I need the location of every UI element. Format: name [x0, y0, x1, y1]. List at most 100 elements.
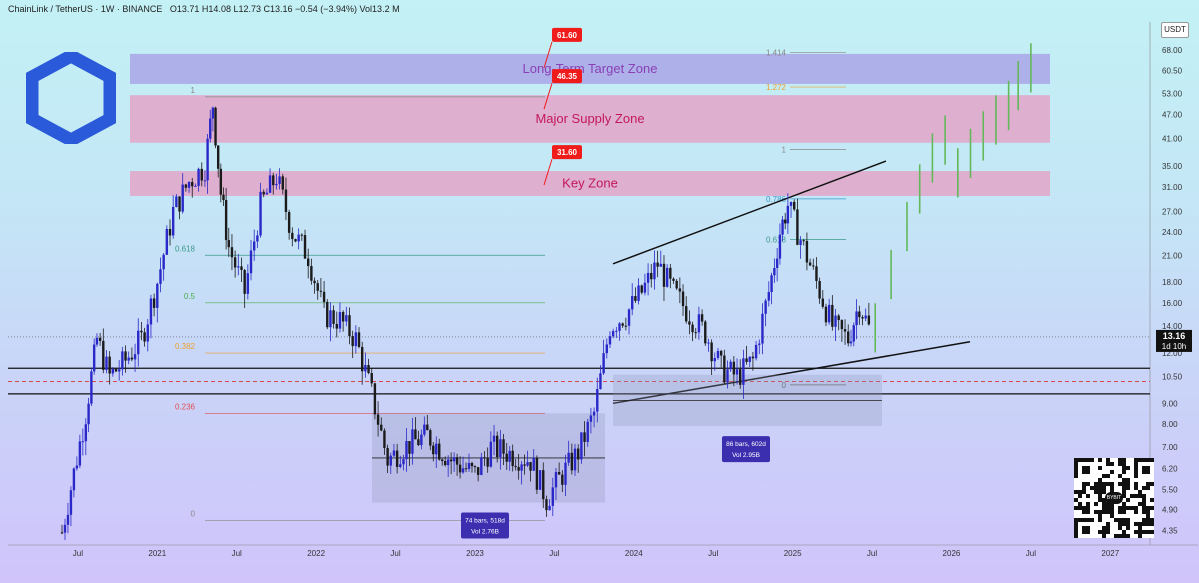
- candle-body: [402, 459, 405, 465]
- y-tick-label: 21.00: [1162, 251, 1183, 260]
- candle-body: [259, 191, 262, 236]
- candle-body: [297, 234, 300, 242]
- candle-body: [243, 270, 246, 294]
- candle-body: [165, 228, 169, 255]
- candle-body: [432, 445, 435, 455]
- candle-body: [156, 283, 159, 308]
- candle-body: [300, 234, 304, 236]
- candle-body: [341, 312, 345, 322]
- y-tick-label: 60.50: [1162, 66, 1183, 75]
- y-tick-label: 16.00: [1162, 299, 1183, 308]
- candle-body: [745, 358, 748, 362]
- candle-body: [159, 269, 162, 284]
- candle-body: [656, 262, 659, 267]
- y-tick-label: 68.00: [1162, 46, 1183, 55]
- x-tick-label: Jul: [232, 549, 242, 558]
- candle-body: [476, 467, 480, 475]
- candle-body: [577, 448, 580, 460]
- range-vol-label: Vol 2.95B: [732, 452, 760, 459]
- chart-header: ChainLink / TetherUS · 1W · BINANCE O13.…: [8, 4, 400, 14]
- candle-body: [354, 332, 358, 347]
- candle-body: [464, 468, 468, 470]
- currency-badge[interactable]: USDT: [1161, 22, 1189, 38]
- candle-body: [92, 344, 96, 372]
- y-tick-label: 31.00: [1162, 183, 1183, 192]
- ohlc-readout: O13.71 H14.08 L12.73 C13.16 −0.54 (−3.94…: [169, 4, 400, 14]
- candle-body: [348, 315, 351, 337]
- candle-body: [240, 266, 243, 271]
- candle-body: [319, 290, 323, 292]
- candle-body: [665, 267, 669, 287]
- candle-body: [526, 462, 529, 466]
- fib-label: 1: [782, 145, 787, 154]
- candle-body: [789, 201, 793, 206]
- candle-body: [723, 355, 726, 383]
- candle-body: [770, 275, 773, 293]
- x-tick-label: 2021: [148, 549, 166, 558]
- candle-body: [303, 235, 307, 259]
- candle-body: [281, 176, 284, 190]
- candle-body: [758, 343, 761, 345]
- candle-body: [429, 430, 432, 446]
- candle-body: [685, 306, 688, 322]
- candle-body: [496, 435, 499, 458]
- candle-body: [821, 298, 825, 307]
- candle-body: [284, 189, 288, 213]
- candle-body: [523, 464, 526, 466]
- candle-body: [383, 430, 386, 448]
- candle-body: [278, 176, 281, 184]
- candle-body: [214, 107, 217, 146]
- candle-body: [137, 330, 140, 355]
- candle-body: [360, 346, 364, 372]
- candle-body: [659, 263, 662, 267]
- candle-body: [203, 180, 207, 182]
- candle-body: [719, 350, 723, 356]
- candle-body: [596, 389, 599, 412]
- fib-label: 0.618: [766, 235, 787, 244]
- candle-body: [799, 240, 802, 245]
- candle-body: [216, 145, 220, 169]
- candle-body: [249, 250, 253, 274]
- candle-body: [631, 296, 634, 310]
- zone-band: [130, 95, 1050, 143]
- current-price-label: 13.16: [1163, 331, 1186, 341]
- candle-body: [517, 467, 520, 471]
- candle-body: [818, 280, 821, 299]
- candle-body: [470, 463, 474, 467]
- candle-body: [640, 285, 643, 293]
- candle-body: [162, 254, 165, 270]
- candle-body: [545, 499, 548, 511]
- candle-body: [535, 457, 539, 490]
- symbol-label[interactable]: ChainLink / TetherUS · 1W · BINANCE: [8, 4, 163, 14]
- candle-body: [313, 280, 316, 284]
- candle-body: [796, 209, 799, 245]
- candle-body: [751, 356, 755, 359]
- fib-label: 0: [782, 381, 787, 390]
- fib-label: 0.236: [175, 402, 196, 411]
- callout-box: [552, 145, 582, 160]
- candle-body: [426, 424, 429, 431]
- candle-body: [143, 332, 146, 342]
- x-tick-label: Jul: [549, 549, 559, 558]
- candle-body: [197, 168, 200, 186]
- candle-body: [653, 262, 656, 280]
- x-tick-label: Jul: [1026, 549, 1036, 558]
- candle-body: [140, 330, 143, 333]
- candle-body: [373, 383, 377, 415]
- candle-body: [508, 450, 511, 462]
- candle-body: [72, 468, 76, 491]
- candle-body: [793, 201, 796, 210]
- candle-body: [117, 369, 121, 372]
- candle-body: [194, 185, 197, 187]
- candle-body: [529, 462, 532, 471]
- candle-body: [732, 361, 736, 375]
- candle-body: [252, 241, 256, 251]
- range-vol-label: Vol 2.76B: [471, 529, 499, 536]
- candle-body: [748, 356, 751, 362]
- candle-body: [458, 464, 462, 473]
- callout-box: [552, 69, 582, 84]
- chainlink-logo-icon: [26, 52, 116, 144]
- candle-body: [570, 452, 574, 471]
